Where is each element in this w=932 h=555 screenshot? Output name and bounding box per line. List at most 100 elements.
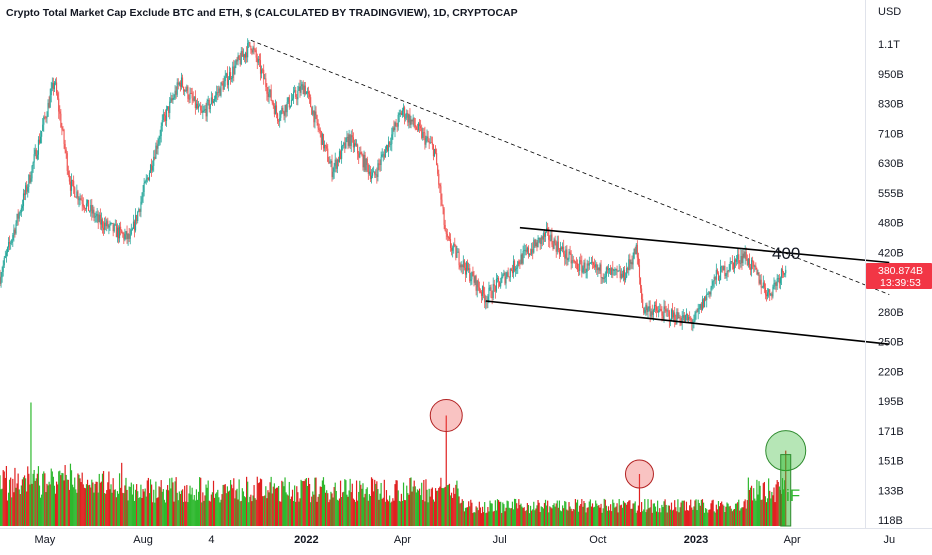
price-tick-label: 555B: [878, 188, 904, 200]
candle: [580, 253, 582, 265]
candle: [547, 222, 549, 236]
volume-bar: [689, 505, 691, 526]
volume-bar: [724, 512, 726, 526]
volume-bar: [369, 495, 372, 526]
candle: [174, 85, 176, 100]
volume-bar: [443, 487, 445, 526]
candle: [564, 250, 566, 266]
candle: [259, 53, 262, 81]
candle: [438, 169, 440, 189]
candle: [267, 87, 269, 102]
candle: [107, 217, 109, 229]
volume-bar: [279, 501, 281, 526]
time-axis[interactable]: May Aug 4 2022 Apr Jul Oct 2023 Apr Ju: [34, 534, 895, 546]
candle: [65, 147, 67, 159]
volume-bar: [175, 477, 177, 526]
volume-bar: [522, 508, 524, 526]
candle: [144, 180, 146, 184]
candle: [289, 105, 291, 109]
candle: [650, 308, 652, 320]
volume-bar: [540, 506, 542, 526]
volume-bar: [423, 479, 425, 526]
time-tick-label: Jul: [493, 534, 507, 546]
volume-bar: [517, 508, 519, 526]
volume-bar: [519, 504, 521, 526]
candle: [568, 248, 570, 262]
candle: [570, 250, 572, 270]
candle: [512, 255, 515, 279]
volume-bar: [68, 489, 70, 526]
volume-bar: [15, 487, 17, 526]
candle: [11, 238, 13, 246]
descending-resistance-line[interactable]: [250, 39, 890, 295]
volume-bar: [63, 480, 65, 526]
candle: [69, 175, 72, 197]
candle: [13, 224, 15, 242]
candle: [159, 129, 161, 146]
candle: [28, 174, 30, 194]
volume-bar: [44, 473, 46, 526]
candle: [616, 265, 618, 279]
volume-bar: [39, 497, 42, 526]
volume-bar: [510, 508, 512, 526]
volume-bar: [402, 482, 405, 526]
volume-bar: [218, 497, 220, 526]
channel-bottom-line[interactable]: [485, 300, 890, 345]
candle: [178, 81, 180, 87]
trendlines[interactable]: [250, 39, 890, 345]
volume-bar: [199, 477, 201, 526]
volume-bar: [541, 507, 543, 526]
candle: [738, 248, 740, 270]
candle: [4, 250, 6, 259]
volume-bar: [560, 511, 563, 526]
volume-bar: [46, 483, 48, 526]
candle: [337, 156, 339, 167]
candle: [97, 210, 99, 229]
volume-bar: [659, 508, 661, 526]
candle: [756, 267, 758, 276]
candle: [405, 113, 407, 122]
candle: [143, 178, 145, 197]
candle: [110, 222, 112, 226]
channel-top-line[interactable]: [519, 226, 890, 264]
volume-bar: [381, 498, 383, 526]
volume-bar: [673, 509, 675, 526]
volume-bar: [256, 476, 258, 526]
candle: [449, 233, 452, 252]
volume-bar: [729, 505, 731, 526]
candle: [397, 112, 399, 131]
candle: [557, 235, 559, 253]
volume-bar: [468, 501, 470, 526]
volume-bar: [90, 487, 92, 526]
candle: [204, 104, 206, 114]
candle: [394, 121, 396, 138]
candle: [581, 255, 583, 278]
volume-bar: [548, 512, 550, 526]
candle: [490, 284, 492, 299]
candle: [129, 228, 131, 245]
volume-bar: [491, 503, 493, 526]
volume-bar: [321, 480, 324, 526]
candle: [340, 149, 342, 160]
candle: [692, 318, 694, 332]
candle: [33, 147, 35, 170]
volume-bar: [242, 491, 245, 526]
candle: [253, 42, 255, 55]
candle: [366, 156, 368, 172]
candle: [127, 233, 129, 246]
volume-bar: [124, 485, 126, 526]
volume-bar: [100, 481, 103, 526]
volume-bar: [82, 484, 84, 526]
volume-bar: [512, 509, 515, 526]
volume-bar: [313, 494, 315, 526]
volume-bar: [579, 505, 581, 526]
candlesticks[interactable]: [0, 38, 787, 332]
time-tick-label: 2022: [294, 534, 318, 546]
candle: [306, 87, 309, 98]
candle: [701, 295, 704, 311]
candle: [746, 254, 748, 267]
candle: [246, 46, 248, 63]
candle: [358, 150, 360, 164]
volume-bar: [121, 462, 123, 526]
